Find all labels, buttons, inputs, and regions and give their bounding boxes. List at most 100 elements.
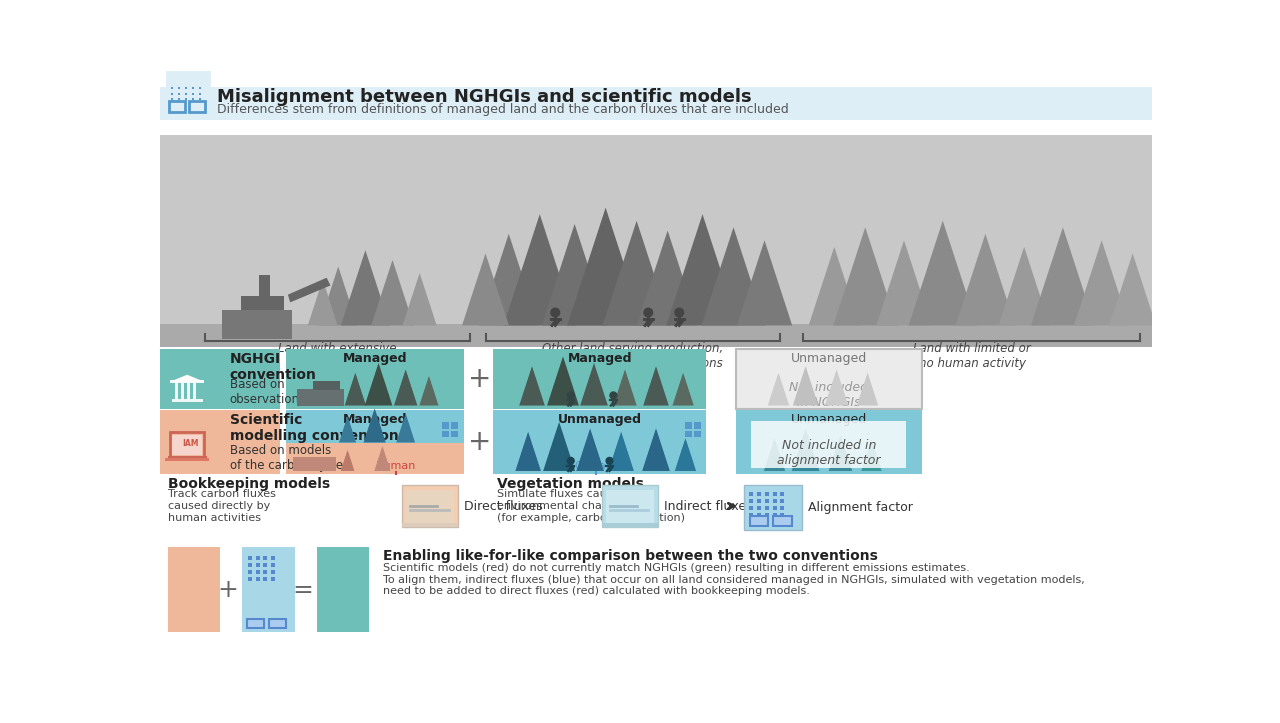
Text: Unmanaged: Unmanaged: [791, 414, 867, 427]
FancyBboxPatch shape: [685, 422, 691, 429]
Polygon shape: [401, 416, 411, 432]
Text: Land with extensive
human activity: Land with extensive human activity: [278, 343, 397, 370]
Polygon shape: [340, 450, 355, 471]
Text: Differences stem from definitions of managed land and the carbon fluxes that are: Differences stem from definitions of man…: [216, 103, 788, 116]
Polygon shape: [349, 375, 361, 393]
Polygon shape: [644, 234, 691, 305]
FancyBboxPatch shape: [773, 516, 791, 526]
Polygon shape: [585, 215, 627, 280]
Polygon shape: [888, 246, 919, 292]
Polygon shape: [956, 234, 1015, 325]
Polygon shape: [371, 366, 387, 389]
Text: Land with limited or
no human activity: Land with limited or no human activity: [914, 343, 1032, 370]
Polygon shape: [347, 374, 364, 398]
Polygon shape: [709, 231, 758, 304]
Polygon shape: [1005, 250, 1043, 309]
FancyBboxPatch shape: [160, 410, 280, 474]
FancyBboxPatch shape: [442, 422, 449, 429]
Polygon shape: [613, 369, 636, 406]
Polygon shape: [364, 408, 385, 442]
FancyBboxPatch shape: [493, 348, 707, 408]
Polygon shape: [792, 367, 818, 406]
FancyBboxPatch shape: [452, 422, 458, 429]
FancyBboxPatch shape: [247, 619, 264, 628]
Polygon shape: [339, 416, 356, 442]
Polygon shape: [554, 359, 572, 387]
FancyBboxPatch shape: [297, 388, 343, 406]
Polygon shape: [603, 221, 671, 325]
Polygon shape: [580, 430, 600, 462]
FancyBboxPatch shape: [602, 523, 658, 527]
Polygon shape: [1010, 252, 1038, 295]
Polygon shape: [833, 227, 897, 325]
Polygon shape: [841, 231, 890, 304]
FancyBboxPatch shape: [242, 547, 294, 632]
Polygon shape: [1030, 227, 1094, 325]
Text: Alignment factor: Alignment factor: [808, 501, 913, 513]
Polygon shape: [644, 367, 668, 406]
FancyBboxPatch shape: [285, 442, 463, 474]
Polygon shape: [1115, 256, 1151, 310]
Polygon shape: [403, 273, 436, 325]
Polygon shape: [543, 422, 575, 471]
Polygon shape: [680, 440, 691, 458]
Polygon shape: [799, 369, 813, 390]
Polygon shape: [378, 448, 387, 461]
Text: need to be added to direct fluxes (red) calculated with bookkeeping models.: need to be added to direct fluxes (red) …: [383, 586, 810, 596]
FancyBboxPatch shape: [242, 296, 284, 310]
Text: Indirect fluxes: Indirect fluxes: [664, 500, 753, 513]
Polygon shape: [369, 411, 380, 429]
Polygon shape: [369, 364, 389, 396]
Polygon shape: [835, 437, 847, 457]
Polygon shape: [824, 369, 849, 406]
FancyBboxPatch shape: [736, 348, 922, 408]
FancyBboxPatch shape: [160, 87, 1152, 120]
Text: Vegetation models: Vegetation models: [497, 477, 644, 491]
FancyBboxPatch shape: [259, 275, 270, 297]
Polygon shape: [411, 276, 429, 305]
Text: Bookkeeping models: Bookkeeping models: [168, 477, 330, 491]
Polygon shape: [1046, 234, 1080, 287]
Circle shape: [550, 308, 559, 317]
Polygon shape: [516, 432, 541, 471]
Polygon shape: [420, 376, 439, 406]
FancyBboxPatch shape: [402, 485, 458, 527]
Polygon shape: [468, 256, 503, 310]
Text: Based on models
of the carbon cycle: Based on models of the carbon cycle: [229, 444, 343, 472]
Polygon shape: [371, 260, 413, 325]
FancyBboxPatch shape: [160, 135, 1152, 347]
Polygon shape: [521, 434, 535, 455]
Text: Scientific models (red) do not currently match NGHGIs (green) resulting in diffe: Scientific models (red) do not currently…: [383, 562, 970, 573]
FancyBboxPatch shape: [694, 431, 701, 437]
FancyBboxPatch shape: [602, 485, 658, 527]
Polygon shape: [518, 433, 538, 463]
Polygon shape: [677, 375, 689, 393]
Polygon shape: [998, 247, 1050, 325]
Polygon shape: [618, 372, 631, 392]
Polygon shape: [582, 431, 598, 455]
Polygon shape: [479, 234, 539, 325]
Polygon shape: [347, 253, 384, 309]
Polygon shape: [716, 234, 751, 287]
Circle shape: [611, 392, 617, 399]
Polygon shape: [344, 373, 366, 406]
Polygon shape: [773, 375, 785, 393]
Polygon shape: [397, 414, 415, 442]
Polygon shape: [969, 239, 1002, 290]
Polygon shape: [550, 228, 599, 304]
Text: Based on
observations: Based on observations: [229, 378, 306, 406]
Polygon shape: [576, 429, 604, 471]
Polygon shape: [407, 275, 433, 315]
Polygon shape: [547, 356, 579, 406]
Polygon shape: [315, 283, 332, 308]
Polygon shape: [861, 440, 882, 471]
Polygon shape: [1087, 246, 1117, 292]
Polygon shape: [374, 446, 390, 471]
Polygon shape: [376, 447, 389, 466]
Polygon shape: [768, 373, 788, 406]
Polygon shape: [424, 378, 434, 394]
Polygon shape: [376, 262, 408, 312]
Polygon shape: [328, 270, 348, 303]
Polygon shape: [343, 451, 353, 466]
Text: Unmanaged: Unmanaged: [791, 351, 867, 364]
